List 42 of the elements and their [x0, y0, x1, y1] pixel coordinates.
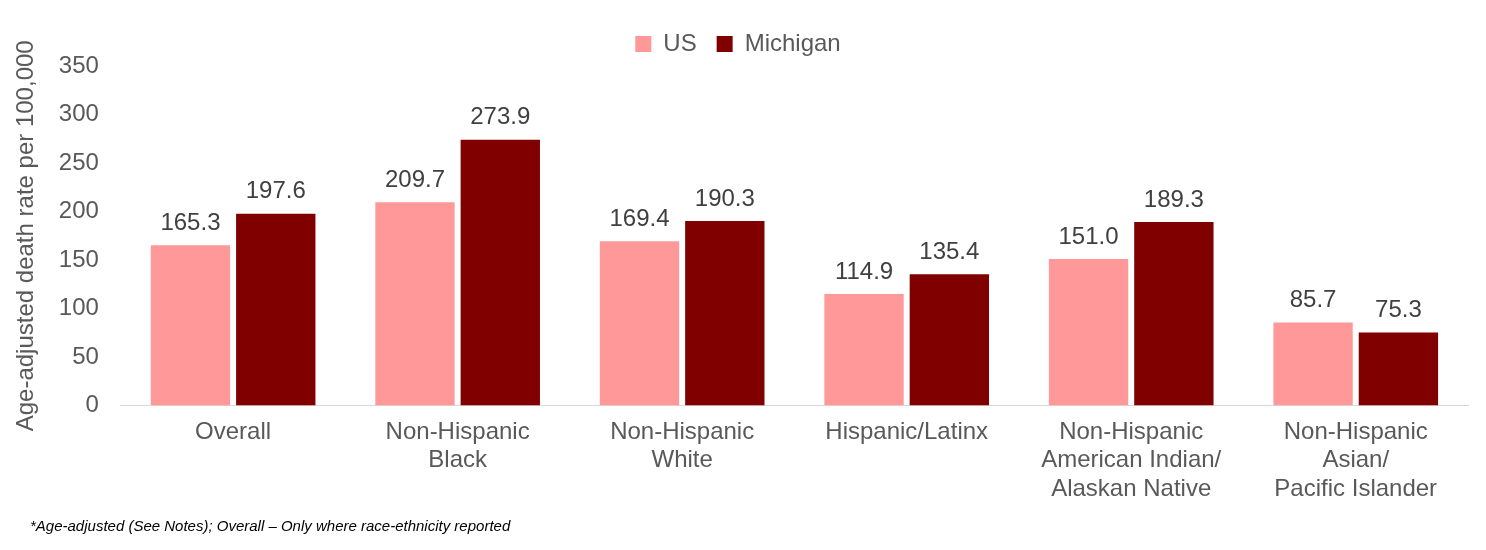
bar [599, 241, 680, 406]
bar [1273, 322, 1353, 406]
x-tick-label: Non-Hispanic White [610, 416, 755, 473]
y-tick-label: 50 [72, 341, 99, 369]
data-label: 273.9 [470, 102, 531, 130]
y-tick-label: 250 [58, 147, 99, 175]
y-tick-label: 350 [58, 50, 99, 78]
bar [150, 245, 231, 406]
bar [1358, 332, 1439, 406]
x-tick-label: Non-Hispanic American Indian/ Alaskan Native [1041, 416, 1222, 502]
data-label: 75.3 [1375, 295, 1422, 323]
x-tick-label: Non-Hispanic Black [385, 416, 530, 473]
data-label: 85.7 [1289, 285, 1337, 313]
data-label: 169.4 [609, 203, 670, 231]
x-tick-label: Non-Hispanic Asian/ Pacific Islander [1274, 416, 1438, 502]
bar [909, 274, 990, 406]
bar [685, 220, 765, 406]
data-label: 190.3 [694, 183, 755, 211]
data-label: 151.0 [1058, 221, 1119, 249]
bar [460, 139, 540, 406]
y-tick-label: 0 [85, 390, 99, 418]
bar [824, 294, 904, 406]
data-label: 114.9 [834, 256, 894, 284]
x-tick-label: Overall [195, 416, 272, 444]
bar [236, 213, 316, 406]
data-label: 165.3 [160, 207, 221, 235]
legend-label: US [663, 28, 697, 56]
y-tick-label: 300 [58, 99, 99, 127]
y-axis-title: Age-adjusted death rate per 100,000 [11, 40, 39, 432]
data-label: 135.4 [919, 236, 980, 264]
legend-label: Michigan [744, 28, 841, 56]
y-tick-label: 100 [58, 293, 99, 321]
bar [375, 202, 455, 406]
x-tick-label: Hispanic/Latinx [825, 416, 989, 444]
bar [1134, 221, 1214, 406]
bar [1048, 259, 1129, 406]
y-tick-label: 200 [58, 196, 99, 224]
data-label: 209.7 [384, 164, 445, 192]
data-label: 189.3 [1143, 184, 1204, 212]
y-tick-label: 150 [58, 244, 99, 272]
data-label: 197.6 [245, 176, 306, 204]
text: *Age-adjusted (See Notes); Overall – Only where race-ethnicity reported [30, 516, 512, 536]
